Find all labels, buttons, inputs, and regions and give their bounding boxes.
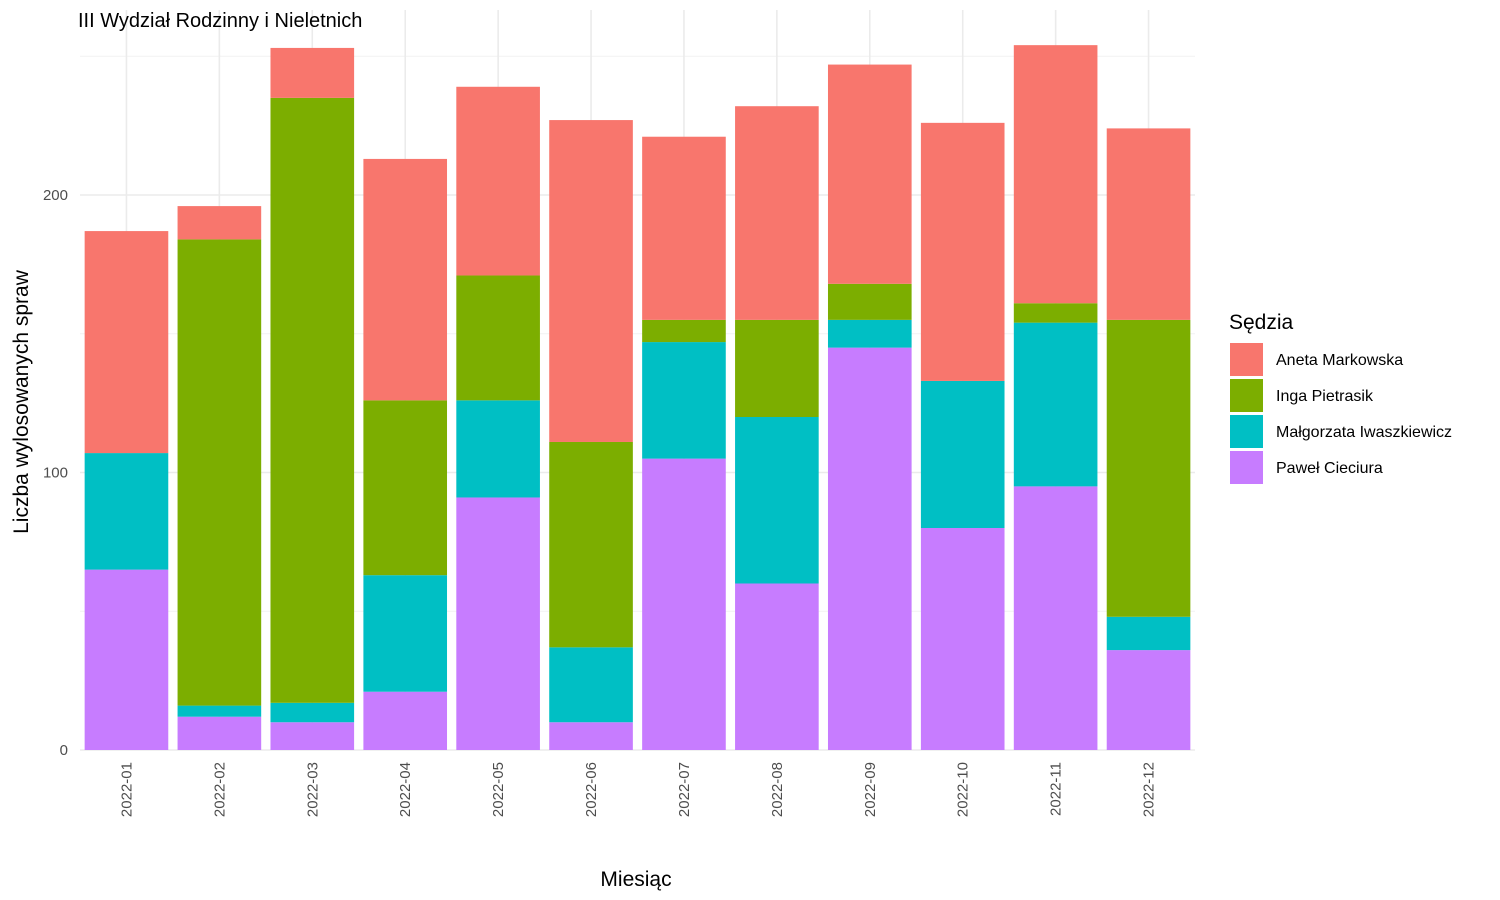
bar-segment <box>827 283 912 320</box>
bar-segment <box>920 380 1005 528</box>
bar-segment <box>827 64 912 284</box>
x-tick-label: 2022-06 <box>583 762 600 817</box>
bar-segment <box>456 497 540 750</box>
bar-segment <box>735 417 819 584</box>
bar-segment <box>177 239 262 706</box>
x-tick-labels: 2022-01 2022-02 2022-03 2022-04 2022-05 2022-… <box>118 762 1157 817</box>
x-tick-label: 2022-04 <box>397 762 414 817</box>
bar-segment <box>84 231 169 454</box>
bar-segment <box>642 136 726 320</box>
bar-segment <box>642 342 726 459</box>
bars <box>84 45 1191 750</box>
bar-segment <box>1013 486 1098 750</box>
bar-segment <box>549 441 633 648</box>
chart-title: III Wydział Rodzinny i Nieletnich <box>78 10 362 32</box>
legend-key <box>1230 379 1263 412</box>
bar-segment <box>363 575 448 692</box>
x-tick-label: 2022-03 <box>304 762 321 817</box>
legend-key <box>1230 343 1263 376</box>
bar-segment <box>363 691 448 750</box>
bar-segment <box>735 106 819 320</box>
legend-key <box>1230 415 1263 448</box>
bar-segment <box>270 47 355 98</box>
x-axis-title: Miesiąc <box>600 868 671 891</box>
y-tick-labels: 0 100 200 <box>43 187 68 759</box>
bar-segment <box>456 86 540 276</box>
bar-segment <box>177 206 262 240</box>
legend: Sędzia Aneta Markowska Inga Pietrasik Małg… <box>1229 311 1452 484</box>
bar-segment <box>1013 303 1098 323</box>
legend-label: Paweł Cieciura <box>1276 460 1383 477</box>
bar-segment <box>177 716 262 750</box>
bar-segment <box>1106 319 1191 617</box>
bar-segment <box>177 705 262 717</box>
bar-segment <box>363 158 448 401</box>
bar-segment <box>84 453 169 570</box>
y-tick-label: 0 <box>60 742 68 759</box>
bar-segment <box>827 347 912 750</box>
bar-segment <box>642 458 726 750</box>
x-tick-label: 2022-08 <box>769 762 786 817</box>
bar-segment <box>549 120 633 442</box>
x-tick-label: 2022-07 <box>676 762 693 817</box>
legend-label: Inga Pietrasik <box>1276 388 1374 405</box>
x-tick-label: 2022-01 <box>118 762 135 817</box>
bar-segment <box>270 702 355 723</box>
bar-segment <box>1013 45 1098 304</box>
x-tick-label: 2022-12 <box>1141 762 1158 817</box>
bar-segment <box>735 319 819 417</box>
x-tick-label: 2022-05 <box>490 762 507 817</box>
bar-segment <box>549 647 633 723</box>
y-axis-title: Liczba wylosowanych spraw <box>10 269 33 534</box>
legend-title: Sędzia <box>1229 311 1294 334</box>
y-tick-label: 200 <box>43 187 68 204</box>
bar-segment <box>1013 322 1098 487</box>
y-tick-label: 100 <box>43 465 68 482</box>
x-tick-label: 2022-09 <box>862 762 879 817</box>
bar-segment <box>735 583 819 750</box>
bar-segment <box>1106 650 1191 750</box>
bar-segment <box>456 275 540 401</box>
bar-segment <box>920 528 1005 750</box>
bar-segment <box>456 400 540 498</box>
bar-segment <box>84 569 169 750</box>
bar-segment <box>1106 616 1191 651</box>
bar-segment <box>363 400 448 576</box>
bar-segment <box>270 722 355 750</box>
legend-label: Małgorzata Iwaszkiewicz <box>1276 424 1452 441</box>
x-tick-label: 2022-02 <box>211 762 228 817</box>
bar-segment <box>549 722 633 750</box>
legend-key <box>1230 451 1263 484</box>
bar-segment <box>827 319 912 348</box>
x-tick-label: 2022-11 <box>1048 762 1065 816</box>
legend-label: Aneta Markowska <box>1276 352 1403 369</box>
bar-segment <box>270 97 355 703</box>
bar-segment <box>642 319 726 343</box>
x-tick-label: 2022-10 <box>955 762 972 817</box>
bar-segment <box>920 122 1005 381</box>
bar-segment <box>1106 128 1191 320</box>
